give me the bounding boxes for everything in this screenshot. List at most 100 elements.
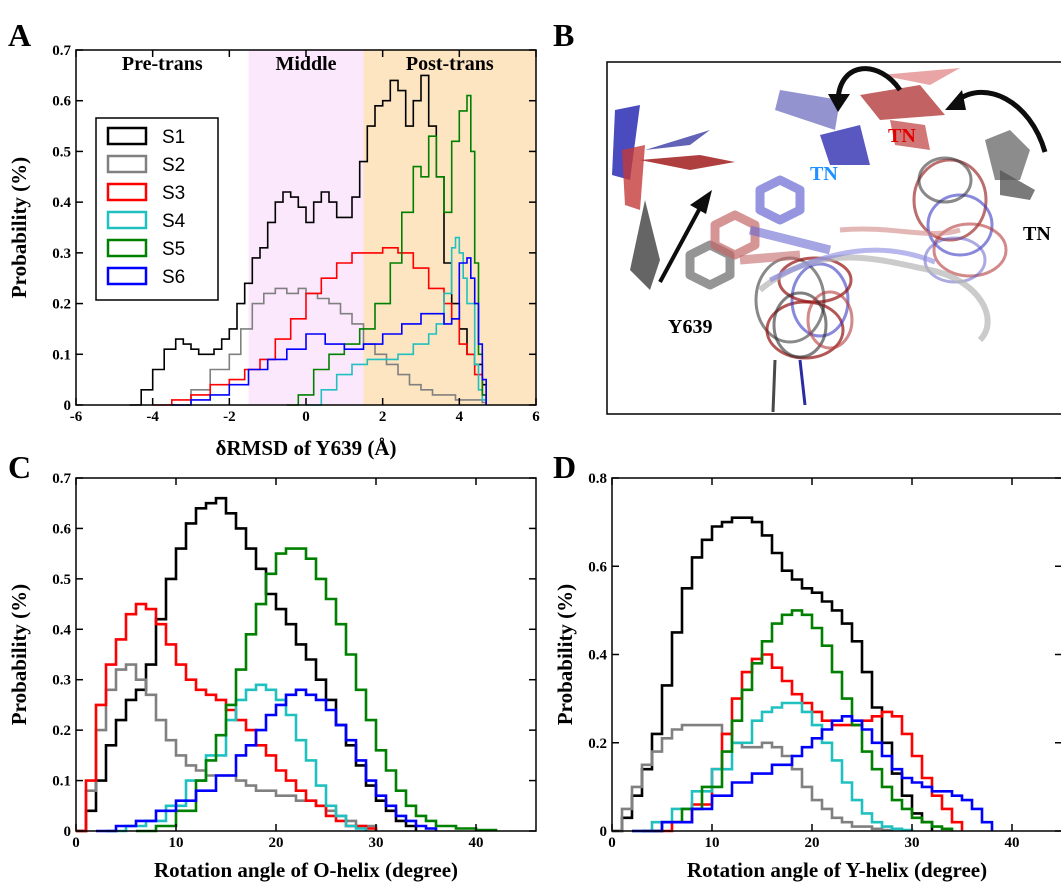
x-tick-label: 6 xyxy=(532,409,540,425)
x-tick-label: 30 xyxy=(369,835,384,851)
chart-panel-c: 0 10 20 30 40 0 0.1 0.2 0.3 0.4 0.5 0.6 0.7 Rotation … xyxy=(7,471,537,882)
legend-label-s1: S1 xyxy=(162,127,185,148)
arrow-y639-head xyxy=(690,190,712,214)
y-axis-title: Probability (%) xyxy=(7,157,31,298)
label-y639: Y639 xyxy=(668,316,712,338)
structure-panel-b: TN TN TN Y639 xyxy=(606,61,1061,415)
x-tick-label: -4 xyxy=(146,409,159,425)
y639-sidechains xyxy=(685,175,832,290)
x-tick-label: -6 xyxy=(70,409,83,425)
x-tick-label: 10 xyxy=(169,835,184,851)
y-tick-label: 0.1 xyxy=(52,347,71,363)
legend-label-s3: S3 xyxy=(162,183,185,204)
arrow-top-right xyxy=(956,89,1048,153)
helix-right xyxy=(912,156,1008,284)
legend-swatch-s4 xyxy=(106,210,148,230)
x-tick-label: 10 xyxy=(705,835,720,851)
legend-label-s5: S5 xyxy=(162,239,185,260)
arrow-top-left-head xyxy=(828,94,850,112)
motion-arrows xyxy=(658,66,1048,283)
panel-letter-b: B xyxy=(553,17,574,53)
series-line-s5 xyxy=(642,609,954,833)
tn-right-stack xyxy=(985,130,1035,200)
y-tick-label: 0.8 xyxy=(588,471,607,487)
region-post-trans-label: Post-trans xyxy=(406,53,494,75)
y-tick-label: 0.2 xyxy=(52,297,71,313)
series-line-s3 xyxy=(652,653,964,833)
x-tick-label: 40 xyxy=(1005,835,1020,851)
legend-label-s4: S4 xyxy=(162,211,186,232)
y-tick-label: 0.7 xyxy=(52,471,71,487)
series-line-s2 xyxy=(171,287,487,406)
legend-box xyxy=(95,117,219,301)
series-line-s6 xyxy=(96,688,438,833)
x-tick-label: 0 xyxy=(608,835,616,851)
x-tick-label: 30 xyxy=(905,835,920,851)
helix-left xyxy=(754,256,854,360)
legend-swatch-s6 xyxy=(106,266,148,286)
y-tick-label: 0.6 xyxy=(52,521,71,537)
y-axis-title: Probability (%) xyxy=(7,584,31,725)
y-tick-label: 0.4 xyxy=(588,648,607,664)
y-tick-label: 0.1 xyxy=(52,774,71,790)
series-line-s4 xyxy=(106,683,368,833)
panel-letter-c: C xyxy=(8,449,31,485)
series-line-s3 xyxy=(152,247,487,406)
x-axis-title: Rotation angle of O-helix (degree) xyxy=(154,858,458,882)
panel-letter-d: D xyxy=(553,449,576,485)
x-axis-title: Rotation angle of Y-helix (degree) xyxy=(687,858,987,882)
x-tick-label: 2 xyxy=(379,409,387,425)
region-post-trans xyxy=(363,50,536,405)
tn-top-stack xyxy=(775,68,960,165)
y-tick-label: 0.5 xyxy=(52,144,71,160)
arrow-top-right-head xyxy=(945,90,966,110)
y-tick-label: 0 xyxy=(64,824,72,840)
legend-label-s6: S6 xyxy=(162,267,185,288)
series-line-s6 xyxy=(632,715,994,833)
chart-panel-a: Pre-trans Middle Post-trans -6 -4 -2 0 2 4 6 0 0.1 0… xyxy=(7,43,540,460)
y-tick-label: 0.4 xyxy=(52,195,71,211)
series-line-s1 xyxy=(76,496,418,833)
legend-swatch-s2 xyxy=(106,154,148,174)
x-tick-label: 4 xyxy=(456,409,464,425)
label-tn-red: TN xyxy=(888,125,916,147)
series-line-s6 xyxy=(171,257,487,406)
tn-left-stack xyxy=(612,105,735,290)
x-tick-label: 20 xyxy=(269,835,284,851)
legend-swatch-s5 xyxy=(106,238,148,258)
legend-swatch-s3 xyxy=(106,182,148,202)
label-tn-blue: TN xyxy=(810,163,838,185)
y-tick-label: 0 xyxy=(64,398,72,414)
x-tick-label: 20 xyxy=(805,835,820,851)
backbone-tail-blue xyxy=(798,359,807,406)
backbone-ribbon-blue xyxy=(768,247,936,283)
region-middle-label: Middle xyxy=(275,53,336,75)
series-line-s2 xyxy=(612,723,894,833)
legend-swatch-s1 xyxy=(106,126,148,146)
y-tick-label: 0.3 xyxy=(52,673,71,689)
series-line-s4 xyxy=(306,236,487,406)
y-tick-label: 0.7 xyxy=(52,43,71,59)
panel-letter-a: A xyxy=(8,17,31,53)
series-line-s5 xyxy=(136,547,498,833)
y-tick-label: 0 xyxy=(600,824,608,840)
plot-frame xyxy=(75,477,537,832)
x-tick-label: 0 xyxy=(302,409,310,425)
label-tn-black: TN xyxy=(1023,223,1051,245)
arrow-top-left xyxy=(835,66,903,101)
legend-label-s2: S2 xyxy=(162,155,185,176)
plot-frame xyxy=(611,477,1061,832)
y-tick-label: 0.6 xyxy=(588,559,607,575)
series-line-s1 xyxy=(612,516,934,833)
arrow-y639 xyxy=(658,207,702,283)
structure-image xyxy=(612,66,1048,413)
region-pre-trans-label: Pre-trans xyxy=(122,53,203,75)
y-tick-label: 0.2 xyxy=(588,736,607,752)
x-tick-label: 0 xyxy=(72,835,80,851)
y-axis-title: Probability (%) xyxy=(553,584,577,725)
y-tick-label: 0.3 xyxy=(52,246,71,262)
y-tick-label: 0.5 xyxy=(52,572,71,588)
backbone-ribbon-red xyxy=(839,226,961,237)
series-line-s5 xyxy=(286,94,487,406)
